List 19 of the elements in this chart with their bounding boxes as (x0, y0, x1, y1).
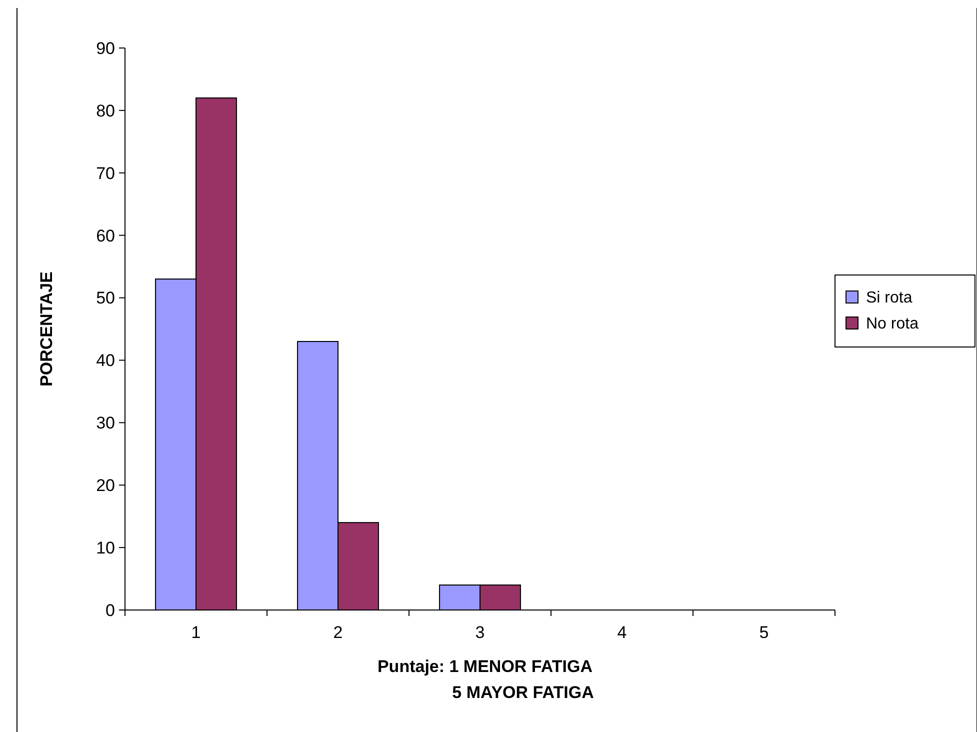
y-tick-label: 70 (96, 164, 115, 183)
legend-label: No rota (866, 316, 919, 333)
y-tick-label: 50 (96, 288, 115, 308)
y-tick-label: 90 (96, 38, 115, 58)
x-tick-label: 5 (759, 623, 769, 642)
y-tick-label: 10 (96, 538, 115, 558)
x-tick-label: 1 (191, 623, 201, 642)
y-tick-label: 80 (96, 101, 115, 120)
x-tick-label: 3 (475, 623, 485, 642)
x-tick-label: 4 (617, 623, 627, 642)
y-tick-label: 20 (96, 476, 115, 496)
y-axis-title: PORCENTAJE (37, 272, 56, 386)
y-tick-label: 60 (96, 226, 115, 246)
x-axis-title: Puntaje: 1 MENOR FATIGA 5 MAYOR FATIGA (377, 657, 594, 702)
y-tick-label: 30 (96, 414, 115, 433)
y-tick-label: 0 (106, 600, 115, 620)
y-tick-label: 40 (96, 351, 115, 370)
legend-label: Si rota (866, 290, 912, 307)
x-tick-label: 2 (333, 623, 343, 642)
